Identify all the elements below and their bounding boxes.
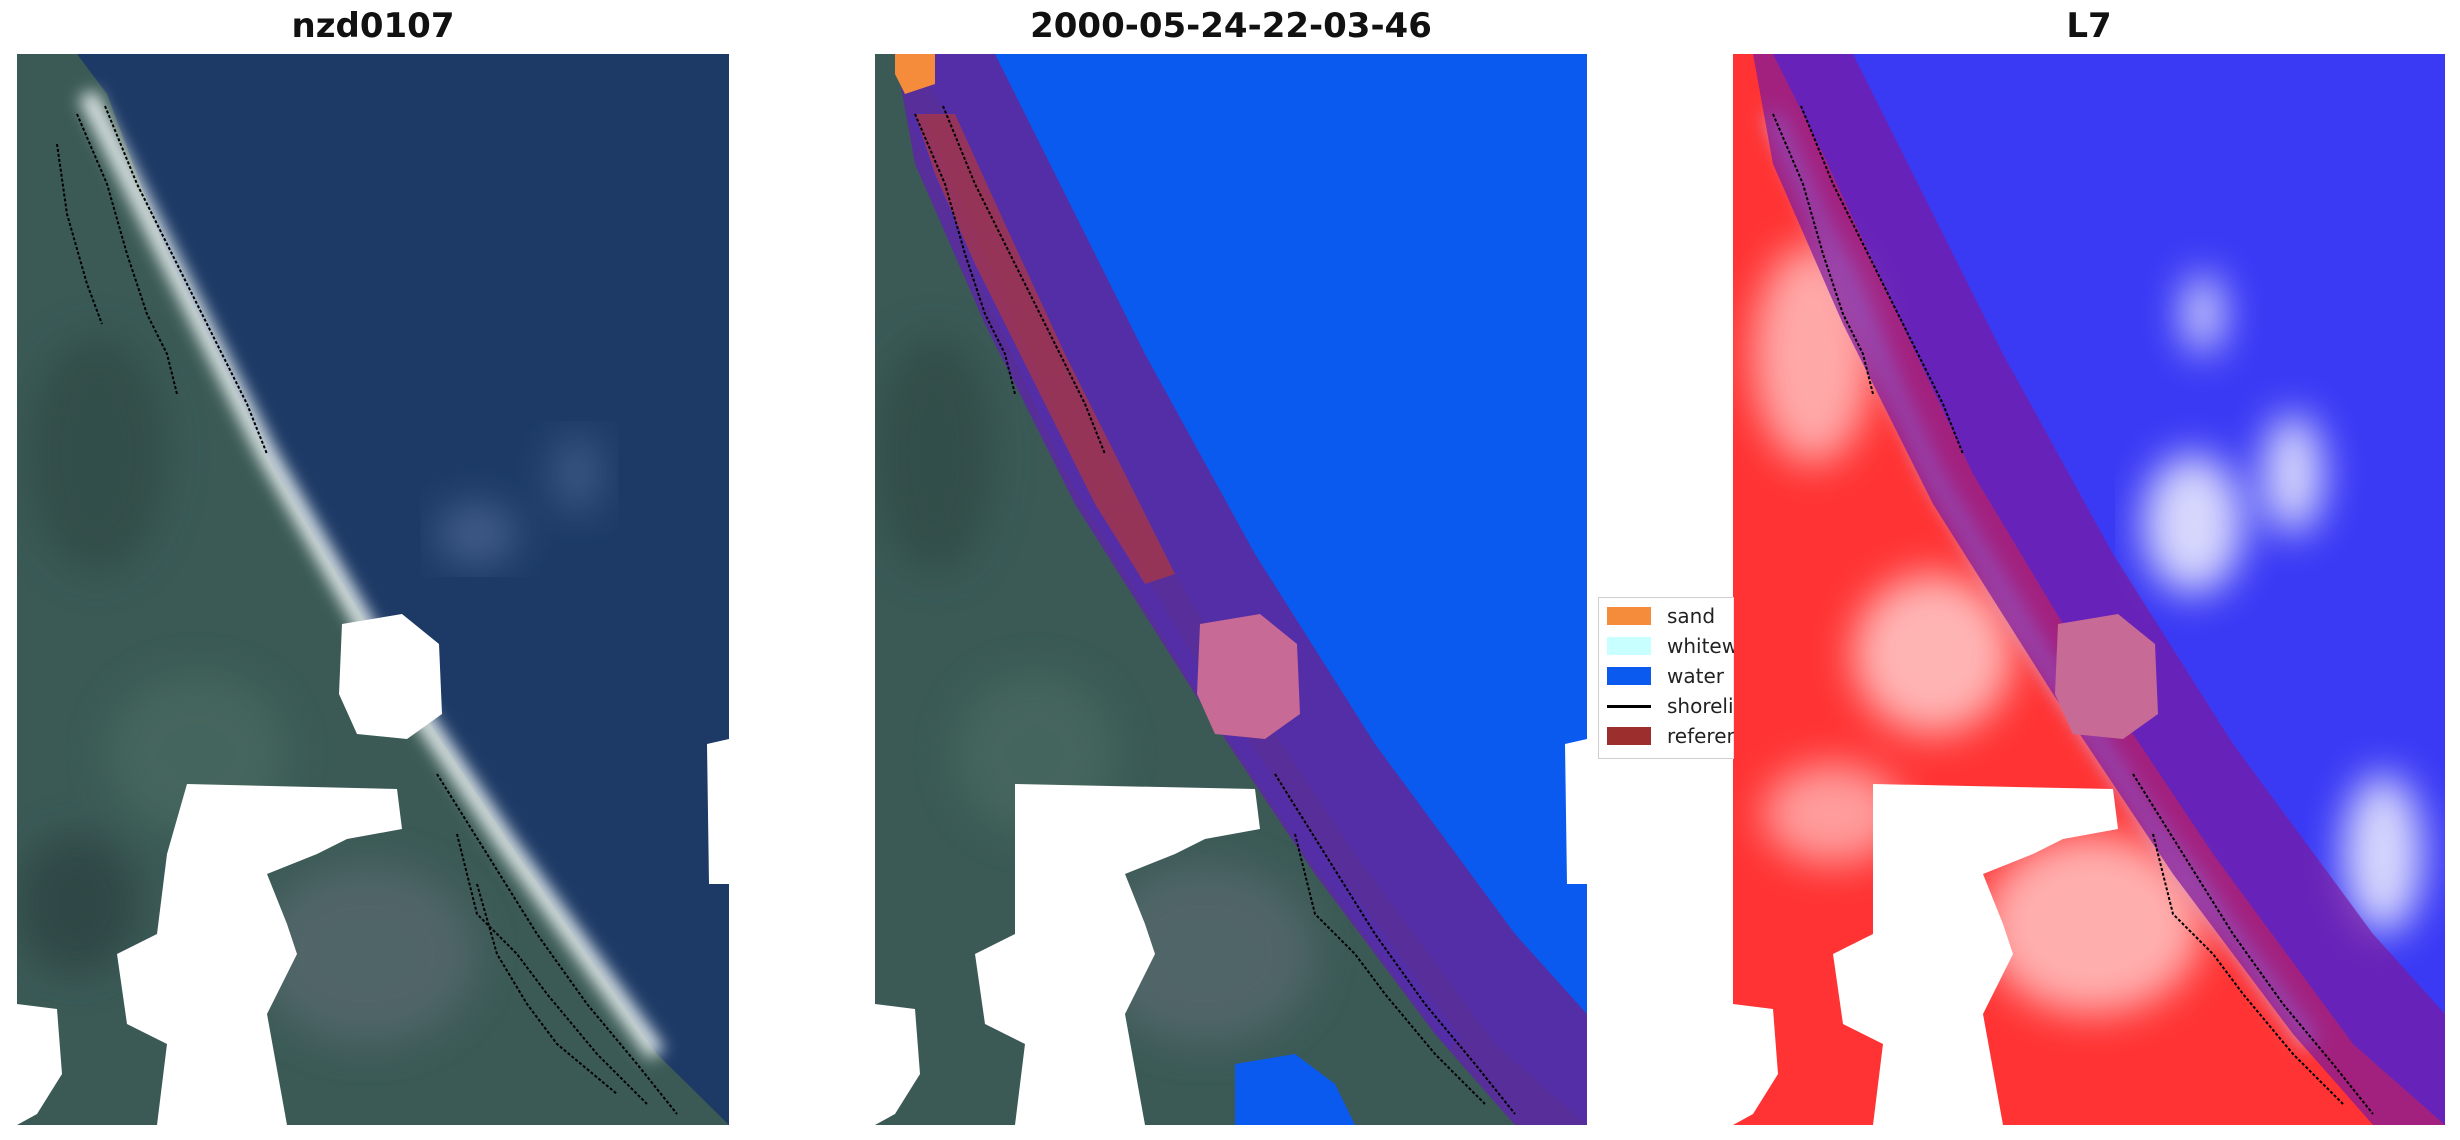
index-panel <box>1733 54 2445 1125</box>
buffer-zone <box>1753 54 2445 1125</box>
legend-swatch-reference <box>1607 727 1651 745</box>
cloud-mask-3 <box>1733 1004 1778 1125</box>
panel-title-satellite: L7 <box>2066 6 2112 46</box>
legend: sand whitew water shoreli referen <box>1598 597 1734 759</box>
cloud-mask-4 <box>1565 739 1587 884</box>
shoreline-contours <box>56 105 678 1115</box>
rgb-image <box>17 54 729 1125</box>
cloud-mask-2 <box>975 784 1260 1125</box>
water-class-patch <box>1235 1054 1355 1125</box>
index-image <box>1733 54 2445 1125</box>
cloud-mask-4 <box>707 739 729 884</box>
legend-swatch-whitewater <box>1607 637 1651 655</box>
reference-shoreline-area <box>915 114 1175 584</box>
surf-zone <box>78 89 665 1060</box>
masked-cloud-in-buffer <box>2055 614 2158 739</box>
legend-line-shoreline <box>1607 705 1651 708</box>
panel-title-image-name: nzd0107 <box>291 6 455 46</box>
classification-panel <box>875 54 1587 1125</box>
masked-cloud-in-buffer <box>1197 614 1300 739</box>
sand-class-patch <box>895 54 935 94</box>
legend-swatch-water <box>1607 667 1651 685</box>
panel-title-date: 2000-05-24-22-03-46 <box>1030 6 1432 46</box>
buffer-zone <box>895 54 1587 1125</box>
cloud-mask-1 <box>339 614 442 739</box>
legend-label: shoreli <box>1667 694 1734 718</box>
cloud-mask-2 <box>1833 784 2118 1125</box>
legend-label: water <box>1667 664 1724 688</box>
classification-image <box>875 54 1587 1125</box>
legend-swatch-sand <box>1607 607 1651 625</box>
legend-label: sand <box>1667 604 1716 628</box>
cloud-mask-3 <box>17 1004 62 1125</box>
legend-label: referen <box>1667 724 1734 748</box>
shoreline-contours <box>914 105 1516 1115</box>
rgb-image-panel <box>17 54 729 1125</box>
legend-label: whitew <box>1667 634 1734 658</box>
shoreline-contours <box>1772 105 2374 1115</box>
cloud-mask-3 <box>875 1004 920 1125</box>
cloud-mask-2 <box>117 784 402 1125</box>
